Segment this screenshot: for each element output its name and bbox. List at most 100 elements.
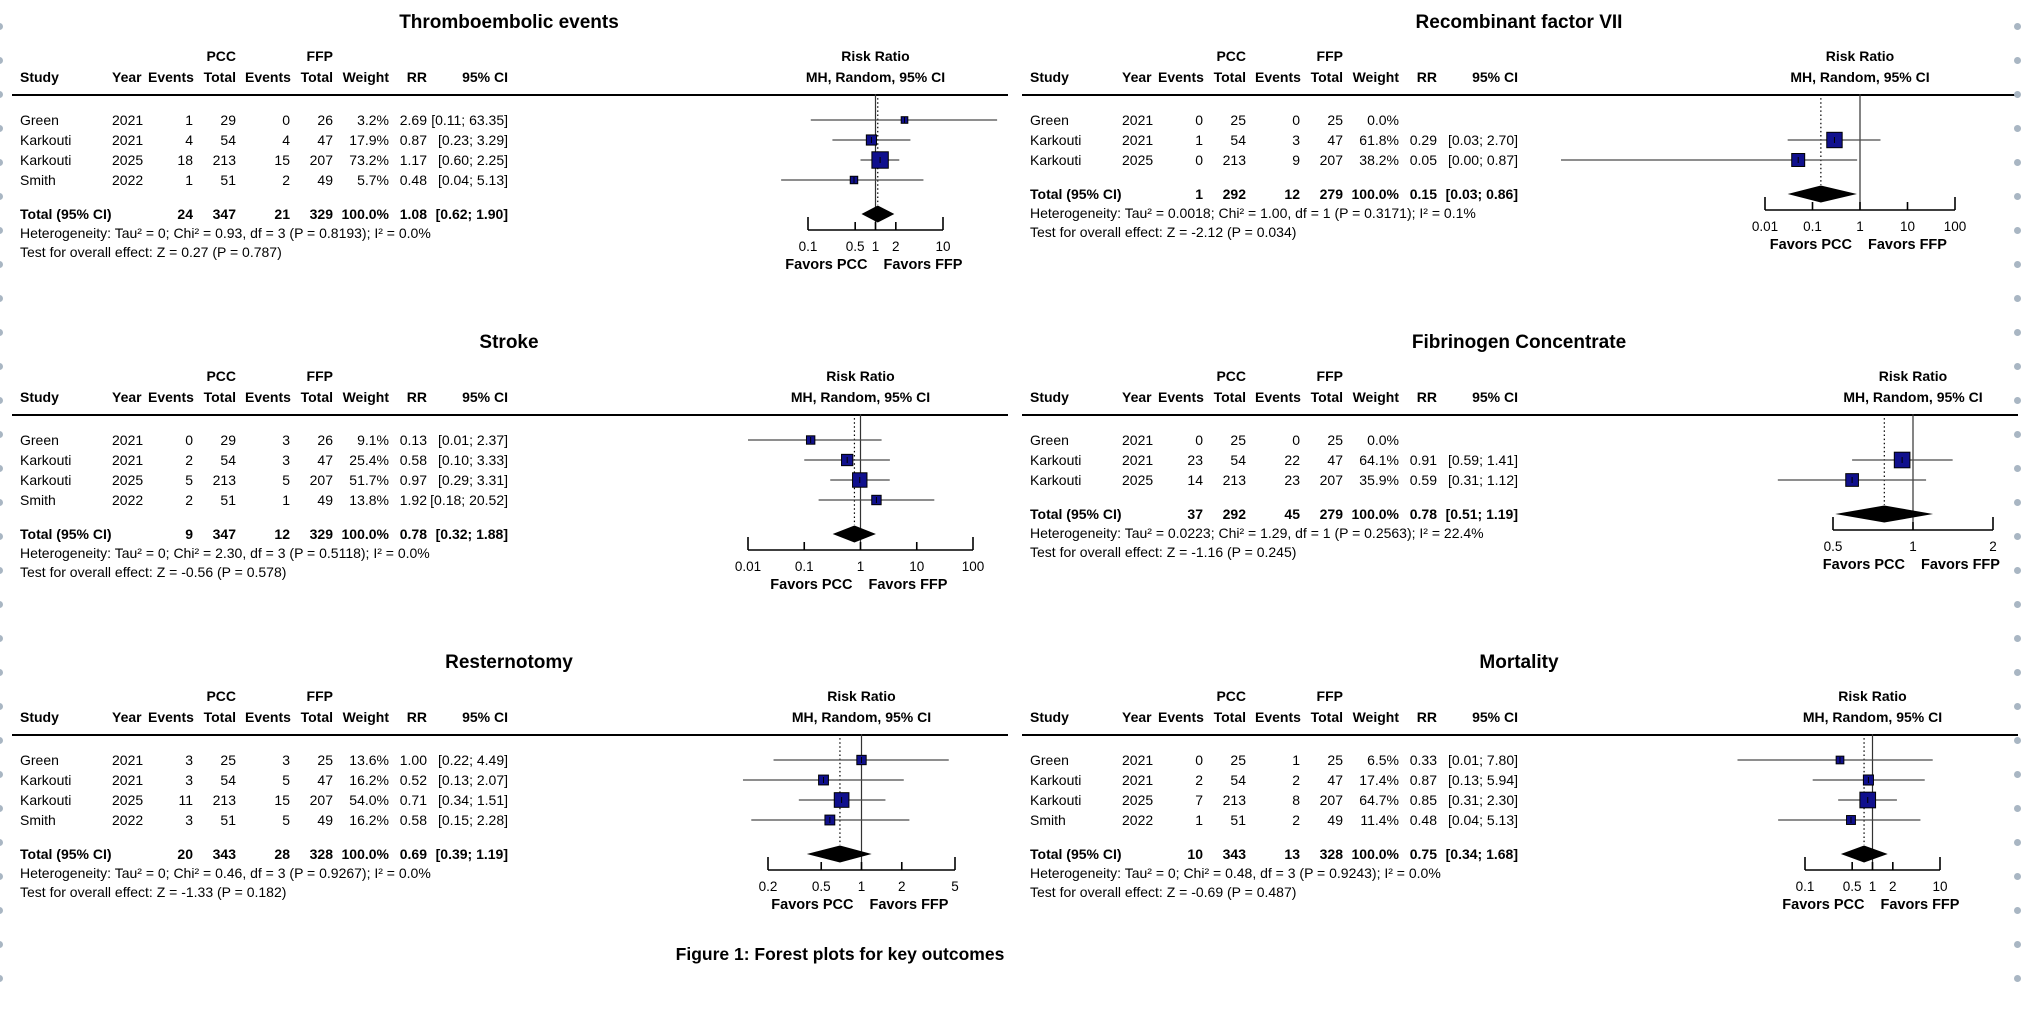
axis-tick-label: 10 [935, 239, 950, 254]
axis-tick-label: 1 [1869, 879, 1877, 894]
cell-events_ffp: 45 [1284, 506, 1300, 522]
cell-weight: 100.0% [341, 206, 389, 222]
table-row: Smith 2022 1 51 2 49 11.4% 0.48 [0.04; 5.13] [1018, 810, 1558, 830]
plot-header-model: MH, Random, 95% CI [790, 389, 931, 405]
plot-header-model: MH, Random, 95% CI [1802, 709, 1943, 725]
edge-dot-right [2014, 125, 2021, 132]
cell-total_pcc: 29 [220, 432, 236, 448]
cell-total_ffp: 279 [1319, 506, 1343, 522]
edge-dot-right [2014, 465, 2021, 472]
overall-effect-note: Test for overall effect: Z = -0.69 (P = … [1030, 884, 1297, 900]
cell-rr: 0.15 [1409, 186, 1437, 202]
plot-header-risk-ratio: Risk Ratio [1825, 48, 1895, 64]
edge-dot-right [2014, 669, 2021, 676]
pooled-diamond [1787, 185, 1857, 203]
cell-year: 2021 [112, 772, 144, 788]
cell-events_pcc: 24 [177, 206, 193, 222]
cell-events_pcc: 37 [1187, 506, 1203, 522]
forest-panel: Resternotomy PCC FFP Study Year Events Total Ev… [8, 650, 1010, 960]
cell-year: 2021 [1122, 432, 1154, 448]
axis-tick-label: 0.5 [1843, 879, 1862, 894]
cell-events_ffp: 21 [274, 206, 290, 222]
cell-rr: 0.29 [1409, 132, 1437, 148]
cell-total_pcc: 54 [220, 452, 236, 468]
cell-events_ffp: 23 [1284, 472, 1300, 488]
cell-total_pcc: 25 [1230, 752, 1246, 768]
cell-year: 2021 [112, 432, 144, 448]
table-row: Green 2021 0 25 0 25 0.0% [1018, 430, 1558, 450]
cell-study: Karkouti [20, 152, 72, 168]
cell-rr: 1.92 [399, 492, 427, 508]
forest-plot: 0.5 1 2 Favors PCC Favors FFP [1777, 414, 2000, 573]
cell-total_ffp: 25 [1327, 432, 1343, 448]
edge-dot-right [2014, 91, 2021, 98]
cell-total_pcc: 213 [1222, 472, 1246, 488]
cell-rr: 0.52 [399, 772, 427, 788]
cell-total_pcc: 343 [212, 846, 236, 862]
edge-dot-left [0, 431, 3, 438]
edge-dot-right [2014, 295, 2021, 302]
edge-dot-left [0, 703, 3, 710]
cell-ci: [0.31; 1.12] [1447, 472, 1518, 488]
column-header: Total [1310, 389, 1343, 405]
cell-weight: 11.4% [1360, 812, 1399, 828]
header-rule [1022, 734, 2018, 736]
table-row: Green 2021 0 29 3 26 9.1% 0.13 [0.01; 2.37] [8, 430, 548, 450]
edge-dot-left [0, 295, 3, 302]
cell-events_ffp: 0 [282, 112, 290, 128]
cell-weight: 9.1% [357, 432, 389, 448]
column-header: Study [1030, 69, 1069, 85]
cell-rr: 0.97 [399, 472, 427, 488]
axis-tick-label: 100 [1944, 219, 1967, 234]
group-header-ffp: FFP [306, 48, 333, 64]
table-row: Karkouti 2025 11 213 15 207 54.0% 0.71 [0.34; 1.… [8, 790, 548, 810]
column-header: Total [300, 69, 333, 85]
cell-total_pcc: 213 [212, 152, 236, 168]
edge-dot-right [2014, 363, 2021, 370]
panel-title: Resternotomy [445, 652, 573, 673]
cell-study: Green [20, 752, 59, 768]
edge-dot-left [0, 23, 3, 30]
pooled-diamond [806, 845, 872, 863]
cell-ci: [0.22; 4.49] [437, 752, 508, 768]
cell-weight: 38.2% [1359, 152, 1399, 168]
column-header: Total [300, 709, 333, 725]
cell-weight: 100.0% [1351, 506, 1399, 522]
cell-events_ffp: 15 [274, 792, 290, 808]
column-header: 95% CI [1472, 389, 1518, 405]
favors-pcc-label: Favors PCC [1823, 557, 1906, 573]
cell-weight: 3.2% [357, 112, 389, 128]
cell-total_ffp: 47 [1327, 452, 1343, 468]
cell-total_pcc: 51 [220, 812, 236, 828]
cell-year: 2021 [1122, 452, 1154, 468]
edge-dot-left [0, 907, 3, 914]
cell-events_pcc: 14 [1187, 472, 1203, 488]
cell-total_ffp: 279 [1319, 186, 1343, 202]
column-header: Total [1213, 69, 1246, 85]
cell-weight: 16.2% [349, 812, 389, 828]
axis-tick-label: 0.01 [735, 559, 761, 574]
axis-tick-label: 0.5 [846, 239, 865, 254]
column-header: Weight [342, 389, 389, 405]
axis-tick-label: 1 [872, 239, 880, 254]
cell-weight: 61.8% [1359, 132, 1399, 148]
forest-plot: 0.01 0.1 1 10 100 Favors PCC Favors FFP [735, 414, 984, 593]
cell-study: Karkouti [20, 772, 72, 788]
cell-rr: 0.87 [399, 132, 427, 148]
cell-study: Green [1030, 432, 1069, 448]
cell-events_pcc: 0 [1195, 152, 1203, 168]
edge-dot-left [0, 635, 3, 642]
cell-total-label: Total (95% CI) [1030, 186, 1122, 202]
table-row: Karkouti 2025 5 213 5 207 51.7% 0.97 [0.29; 3.31… [8, 470, 548, 490]
plot-header-model: MH, Random, 95% CI [1843, 389, 1983, 405]
cell-ci: [0.10; 3.33] [437, 452, 508, 468]
edge-dot-left [0, 839, 3, 846]
cell-weight: 16.2% [349, 772, 389, 788]
overall-effect-note: Test for overall effect: Z = -1.33 (P = … [20, 884, 287, 900]
column-header: Weight [342, 709, 389, 725]
cell-study: Karkouti [1030, 452, 1082, 468]
column-header: Study [20, 389, 59, 405]
cell-total_ffp: 25 [1327, 112, 1343, 128]
cell-events_pcc: 2 [185, 452, 193, 468]
column-header: 95% CI [1472, 69, 1518, 85]
